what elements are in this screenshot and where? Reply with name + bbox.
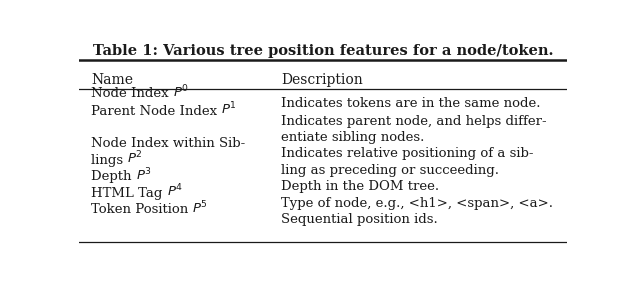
Text: Indicates parent node, and helps differ-: Indicates parent node, and helps differ- (282, 115, 547, 128)
Text: $\mathit{P}^{\mathrm{5}}$: $\mathit{P}^{\mathrm{5}}$ (192, 200, 209, 216)
Text: Depth: Depth (91, 170, 135, 183)
Text: HTML Tag: HTML Tag (91, 187, 166, 200)
Text: lings: lings (91, 154, 127, 166)
Text: $\mathit{P}^{\mathrm{0}}$: $\mathit{P}^{\mathrm{0}}$ (173, 84, 189, 100)
Text: Sequential position ids.: Sequential position ids. (282, 213, 438, 226)
Text: Indicates relative positioning of a sib-: Indicates relative positioning of a sib- (282, 147, 534, 160)
Text: $\mathit{P}^{\mathrm{1}}$: $\mathit{P}^{\mathrm{1}}$ (221, 101, 237, 118)
Text: Token Position: Token Position (91, 203, 192, 216)
Text: Indicates tokens are in the same node.: Indicates tokens are in the same node. (282, 97, 541, 110)
Text: entiate sibling nodes.: entiate sibling nodes. (282, 131, 425, 144)
Text: Name: Name (91, 73, 133, 87)
Text: Type of node, e.g., <h1>, <span>, <a>.: Type of node, e.g., <h1>, <span>, <a>. (282, 196, 553, 209)
Text: Depth in the DOM tree.: Depth in the DOM tree. (282, 180, 440, 194)
Text: $\mathit{P}^{\mathrm{2}}$: $\mathit{P}^{\mathrm{2}}$ (127, 150, 143, 166)
Text: $\mathit{P}^{\mathrm{3}}$: $\mathit{P}^{\mathrm{3}}$ (135, 167, 152, 183)
Text: ling as preceding or succeeding.: ling as preceding or succeeding. (282, 164, 500, 176)
Text: Node Index: Node Index (91, 87, 173, 100)
Text: $\mathit{P}^{\mathrm{4}}$: $\mathit{P}^{\mathrm{4}}$ (166, 183, 183, 200)
Text: Table 1: Various tree position features for a node/token.: Table 1: Various tree position features … (93, 44, 553, 58)
Text: Description: Description (282, 73, 363, 87)
Text: Parent Node Index: Parent Node Index (91, 104, 221, 118)
Text: Node Index within Sib-: Node Index within Sib- (91, 137, 245, 150)
